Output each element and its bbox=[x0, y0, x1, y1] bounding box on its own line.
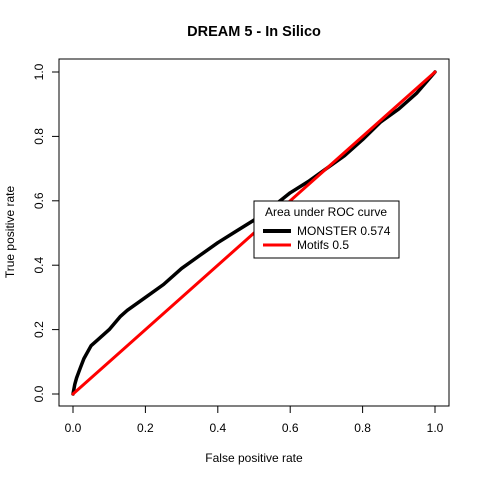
x-tick-label: 0.8 bbox=[354, 421, 371, 435]
x-tick-label: 0.6 bbox=[282, 421, 299, 435]
x-axis-label: False positive rate bbox=[205, 451, 303, 465]
legend: Area under ROC curve MONSTER 0.574 Motif… bbox=[253, 200, 400, 259]
y-axis-label: True positive rate bbox=[3, 186, 17, 279]
y-tick-label: 0.6 bbox=[32, 192, 46, 209]
legend-title: Area under ROC curve bbox=[265, 205, 387, 219]
legend-label-motifs: Motifs 0.5 bbox=[297, 238, 349, 252]
legend-label-monster: MONSTER 0.574 bbox=[297, 224, 391, 238]
x-tick-label: 0.2 bbox=[137, 421, 154, 435]
x-tick-label: 0.4 bbox=[209, 421, 226, 435]
y-tick-label: 1.0 bbox=[32, 63, 46, 80]
y-tick-label: 0.4 bbox=[32, 257, 46, 274]
y-tick-label: 0.0 bbox=[32, 385, 46, 402]
x-axis: 0.0 0.2 0.4 0.6 0.8 1.0 bbox=[65, 405, 444, 435]
x-tick-label: 0.0 bbox=[65, 421, 82, 435]
y-tick-label: 0.2 bbox=[32, 321, 46, 338]
x-tick-label: 1.0 bbox=[427, 421, 444, 435]
y-tick-label: 0.8 bbox=[32, 128, 46, 145]
series-line-monster bbox=[71, 70, 437, 396]
y-axis: 0.0 0.2 0.4 0.6 0.8 1.0 bbox=[32, 63, 60, 402]
chart-title: DREAM 5 - In Silico bbox=[187, 24, 321, 40]
